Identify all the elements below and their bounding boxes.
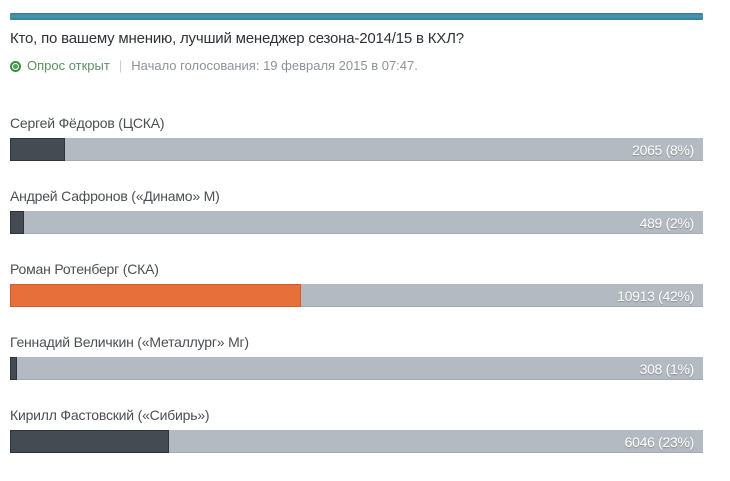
result-bar-fill <box>10 138 66 161</box>
result-bar-track: 489 (2%) <box>10 211 703 234</box>
poll-open-icon <box>10 60 21 72</box>
top-accent-rule <box>10 13 703 20</box>
result-value: 489 (2%) <box>639 214 695 231</box>
result-bar-fill <box>10 357 17 380</box>
poll-options-list: Сергей Фёдоров (ЦСКА) 2065 (8%) Андрей С… <box>10 114 713 453</box>
result-value: 10913 (42%) <box>617 287 694 304</box>
option-label: Кирилл Фастовский («Сибирь») <box>10 407 210 423</box>
result-bar-fill <box>10 430 170 453</box>
status-separator: | <box>118 58 123 73</box>
option-label: Сергей Фёдоров (ЦСКА) <box>10 115 165 131</box>
poll-option-row: Андрей Сафронов («Динамо» М) 489 (2%) <box>10 187 713 234</box>
poll-option-row: Геннадий Величкин («Металлург» Мг) 308 (… <box>10 333 713 380</box>
option-label: Роман Ротенберг (СКА) <box>10 261 159 277</box>
poll-widget: Кто, по вашему мнению, лучший менеджер с… <box>0 0 730 453</box>
result-value: 6046 (23%) <box>624 433 695 450</box>
result-bar-fill <box>10 211 24 234</box>
poll-option-row: Кирилл Фастовский («Сибирь») 6046 (23%) <box>10 406 713 453</box>
poll-start-date: Начало голосования: 19 февраля 2015 в 07… <box>131 58 418 73</box>
result-bar-track: 6046 (23%) <box>10 430 703 453</box>
poll-option-row: Сергей Фёдоров (ЦСКА) 2065 (8%) <box>10 114 713 161</box>
result-bar-track: 2065 (8%) <box>10 138 703 161</box>
poll-question-title: Кто, по вашему мнению, лучший менеджер с… <box>10 30 464 47</box>
result-bar-track: 308 (1%) <box>10 357 703 380</box>
option-label: Андрей Сафронов («Динамо» М) <box>10 188 220 204</box>
poll-status-line: Опрос открыт | Начало голосования: 19 фе… <box>10 58 713 74</box>
result-value: 2065 (8%) <box>632 141 694 158</box>
result-value: 308 (1%) <box>639 360 695 377</box>
poll-open-label: Опрос открыт <box>27 58 110 73</box>
option-label: Геннадий Величкин («Металлург» Мг) <box>10 334 249 350</box>
poll-option-row: Роман Ротенберг (СКА) 10913 (42%) <box>10 260 713 307</box>
result-bar-fill <box>10 284 302 307</box>
result-bar-track: 10913 (42%) <box>10 284 703 307</box>
